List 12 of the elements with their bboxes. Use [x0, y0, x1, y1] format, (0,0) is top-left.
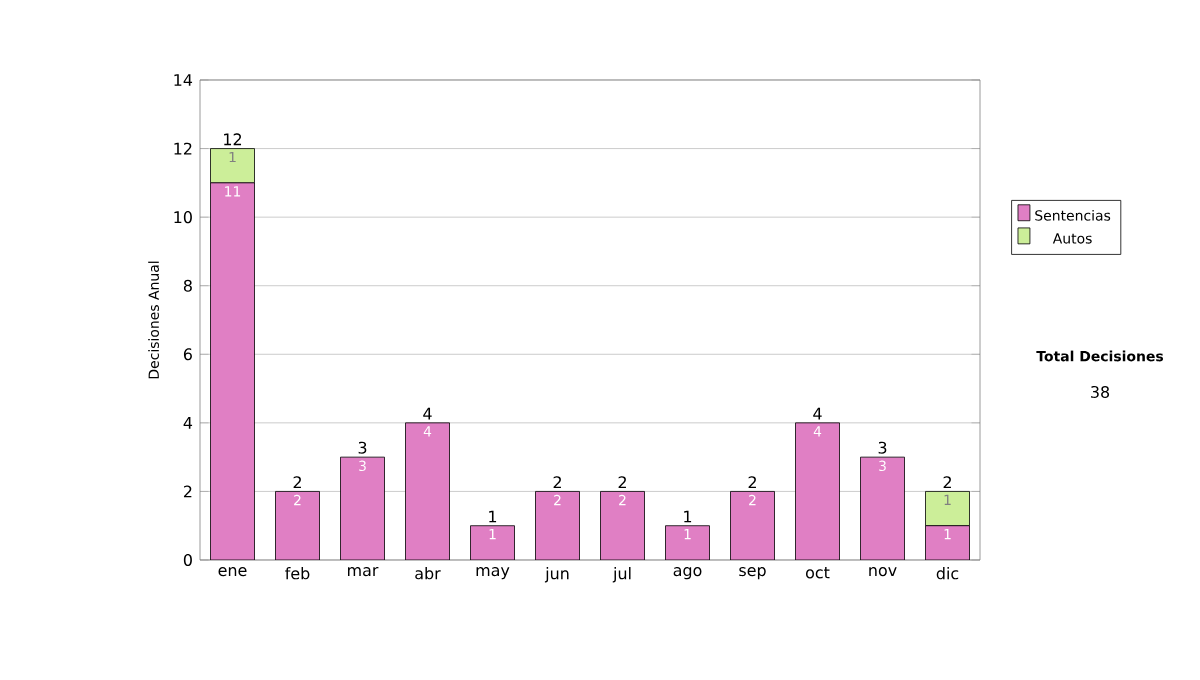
bar: [860, 457, 905, 560]
bar: [275, 491, 320, 560]
bar: [210, 182, 255, 560]
bar: [535, 491, 580, 560]
bar: [470, 525, 515, 560]
bar: [730, 491, 775, 560]
bar: [665, 525, 710, 560]
bar: [340, 457, 385, 560]
bar: [925, 525, 970, 560]
bar: [795, 422, 840, 560]
bar: [600, 491, 645, 560]
bar: [405, 422, 450, 560]
